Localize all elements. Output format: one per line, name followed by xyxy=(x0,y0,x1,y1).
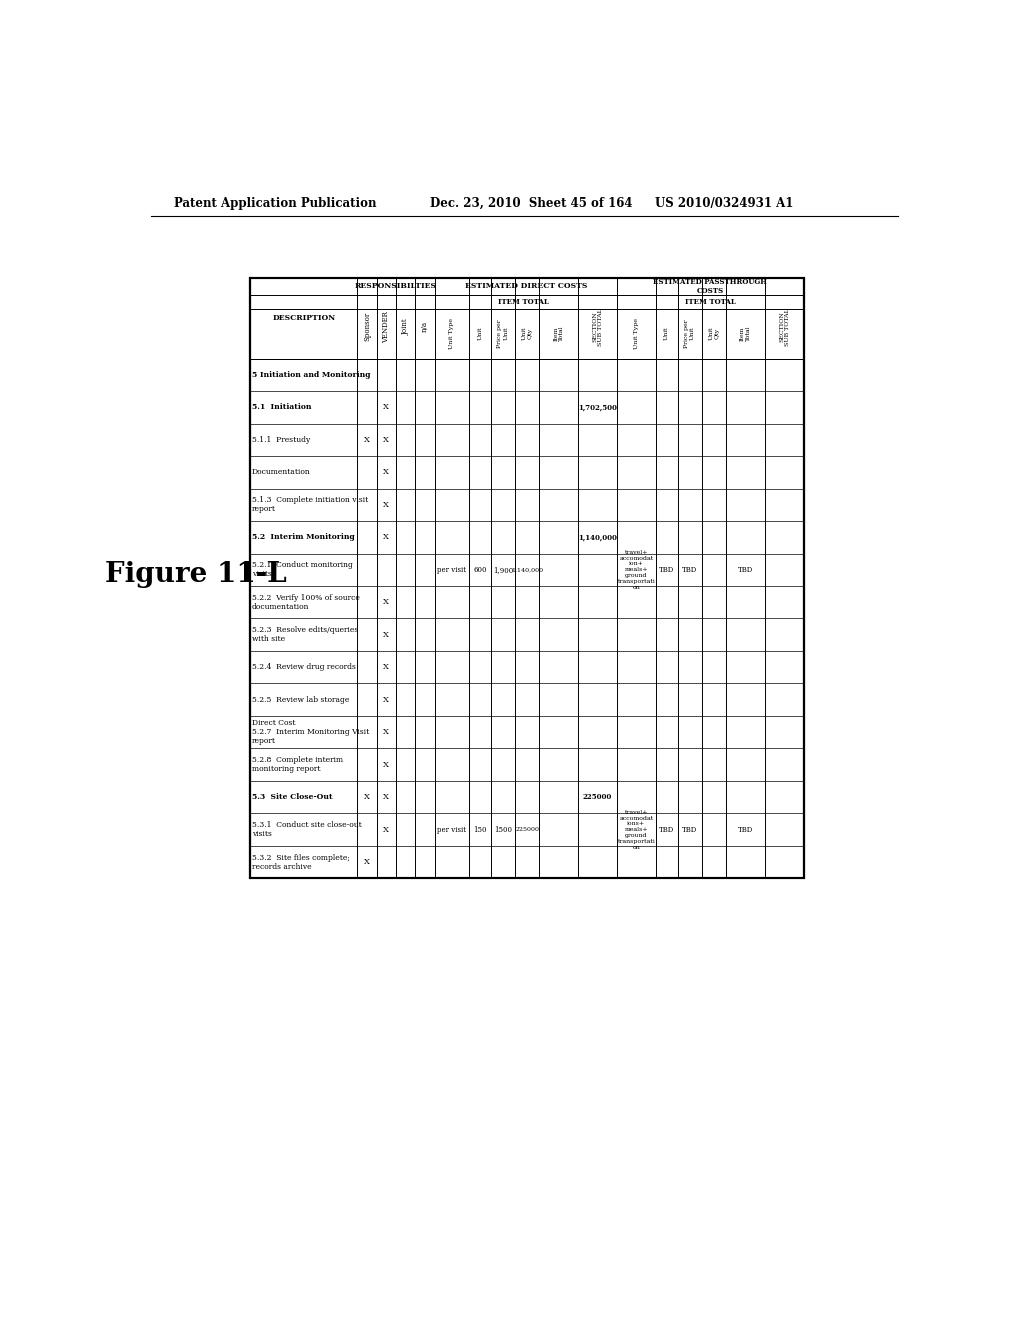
Text: 5.3.1  Conduct site close-out
visits: 5.3.1 Conduct site close-out visits xyxy=(252,821,361,838)
Text: 150: 150 xyxy=(473,825,486,834)
Text: Sponsor: Sponsor xyxy=(362,312,371,342)
Text: Price per
Unit: Price per Unit xyxy=(498,319,508,348)
Text: Figure 11-L: Figure 11-L xyxy=(105,561,287,587)
Text: 5.3.2  Site files complete;
records archive: 5.3.2 Site files complete; records archi… xyxy=(252,854,350,871)
Text: Unit
Qty: Unit Qty xyxy=(709,327,720,341)
Text: 1500: 1500 xyxy=(494,825,512,834)
Bar xyxy=(251,277,804,878)
Text: X: X xyxy=(383,663,389,671)
Text: X: X xyxy=(383,760,389,768)
Text: X: X xyxy=(383,729,389,737)
Text: US 2010/0324931 A1: US 2010/0324931 A1 xyxy=(655,197,794,210)
Text: SECTION
SUB TOTAL: SECTION SUB TOTAL xyxy=(592,308,603,346)
Text: X: X xyxy=(383,404,389,412)
Text: DESCRIPTION: DESCRIPTION xyxy=(272,314,336,322)
Text: Unit Type: Unit Type xyxy=(634,318,639,348)
Text: TBD: TBD xyxy=(682,566,697,574)
Text: 5.2.5  Review lab storage: 5.2.5 Review lab storage xyxy=(252,696,349,704)
Text: travel+
accomodat
ion+
meals+
ground
transportati
on: travel+ accomodat ion+ meals+ ground tra… xyxy=(617,550,655,590)
Text: VENDER: VENDER xyxy=(382,310,390,343)
Text: n/a: n/a xyxy=(421,321,429,333)
Text: Patent Application Publication: Patent Application Publication xyxy=(174,197,377,210)
Text: Documentation: Documentation xyxy=(252,469,310,477)
Text: 5 Initiation and Monitoring: 5 Initiation and Monitoring xyxy=(252,371,371,379)
Text: X: X xyxy=(364,436,370,444)
Text: X: X xyxy=(364,793,370,801)
Text: X: X xyxy=(383,696,389,704)
Text: SECTION
SUB TOTAL: SECTION SUB TOTAL xyxy=(779,308,790,346)
Text: Joint: Joint xyxy=(401,318,410,335)
Text: 5.1.1  Prestudy: 5.1.1 Prestudy xyxy=(252,436,310,444)
Text: 1,140,000: 1,140,000 xyxy=(579,533,616,541)
Text: ESTIMATED PASSTHROUGH
COSTS: ESTIMATED PASSTHROUGH COSTS xyxy=(653,277,767,294)
Text: X: X xyxy=(364,858,370,866)
Text: Item
Total: Item Total xyxy=(740,326,751,342)
Text: Item
Total: Item Total xyxy=(553,326,564,342)
Text: ITEM TOTAL: ITEM TOTAL xyxy=(498,297,549,306)
Text: X: X xyxy=(383,533,389,541)
Text: Direct Cost
5.2.7  Interim Monitoring Visit
report: Direct Cost 5.2.7 Interim Monitoring Vis… xyxy=(252,719,370,746)
Bar xyxy=(251,277,804,878)
Text: Unit Type: Unit Type xyxy=(450,318,455,348)
Text: X: X xyxy=(383,469,389,477)
Text: ITEM TOTAL: ITEM TOTAL xyxy=(685,297,736,306)
Text: X: X xyxy=(383,598,389,606)
Text: TBD: TBD xyxy=(659,825,674,834)
Text: 5.2.3  Resolve edits/queries
with site: 5.2.3 Resolve edits/queries with site xyxy=(252,626,358,643)
Text: 1,702,500: 1,702,500 xyxy=(579,404,616,412)
Text: Unit
Qty: Unit Qty xyxy=(521,327,532,341)
Text: TBD: TBD xyxy=(738,566,754,574)
Text: 5.1.3  Complete initiation visit
report: 5.1.3 Complete initiation visit report xyxy=(252,496,369,513)
Text: 225000: 225000 xyxy=(583,793,612,801)
Text: ESTIMATED DIRECT COSTS: ESTIMATED DIRECT COSTS xyxy=(465,282,587,290)
Text: TBD: TBD xyxy=(682,825,697,834)
Text: 5.2.2  Verify 100% of source
documentation: 5.2.2 Verify 100% of source documentatio… xyxy=(252,594,359,611)
Text: Dec. 23, 2010  Sheet 45 of 164: Dec. 23, 2010 Sheet 45 of 164 xyxy=(430,197,633,210)
Text: TBD: TBD xyxy=(659,566,674,574)
Text: Price per
Unit: Price per Unit xyxy=(684,319,695,348)
Text: TBD: TBD xyxy=(738,825,754,834)
Text: 5.2.1  Conduct monitoring
visits: 5.2.1 Conduct monitoring visits xyxy=(252,561,353,578)
Text: 5.3  Site Close-Out: 5.3 Site Close-Out xyxy=(252,793,333,801)
Text: X: X xyxy=(383,500,389,508)
Text: 5.2  Interim Monitoring: 5.2 Interim Monitoring xyxy=(252,533,354,541)
Text: 5.2.8  Complete interim
monitoring report: 5.2.8 Complete interim monitoring report xyxy=(252,756,343,774)
Text: X: X xyxy=(383,436,389,444)
Text: travel+
accomodat
ions+
meals+
ground
transportati
on: travel+ accomodat ions+ meals+ ground tr… xyxy=(617,809,655,850)
Text: 5.1  Initiation: 5.1 Initiation xyxy=(252,404,311,412)
Text: Unit: Unit xyxy=(665,327,669,341)
Text: RESPONSIBILTIES: RESPONSIBILTIES xyxy=(355,282,437,290)
Text: X: X xyxy=(383,793,389,801)
Text: per visit: per visit xyxy=(437,825,466,834)
Text: 1,140,000: 1,140,000 xyxy=(511,568,543,573)
Text: Unit: Unit xyxy=(477,327,482,341)
Text: X: X xyxy=(383,825,389,834)
Text: 5.2.4  Review drug records: 5.2.4 Review drug records xyxy=(252,663,356,671)
Text: 225000: 225000 xyxy=(515,828,539,832)
Text: 1,900: 1,900 xyxy=(493,566,513,574)
Text: per visit: per visit xyxy=(437,566,466,574)
Text: X: X xyxy=(383,631,389,639)
Text: 600: 600 xyxy=(473,566,486,574)
